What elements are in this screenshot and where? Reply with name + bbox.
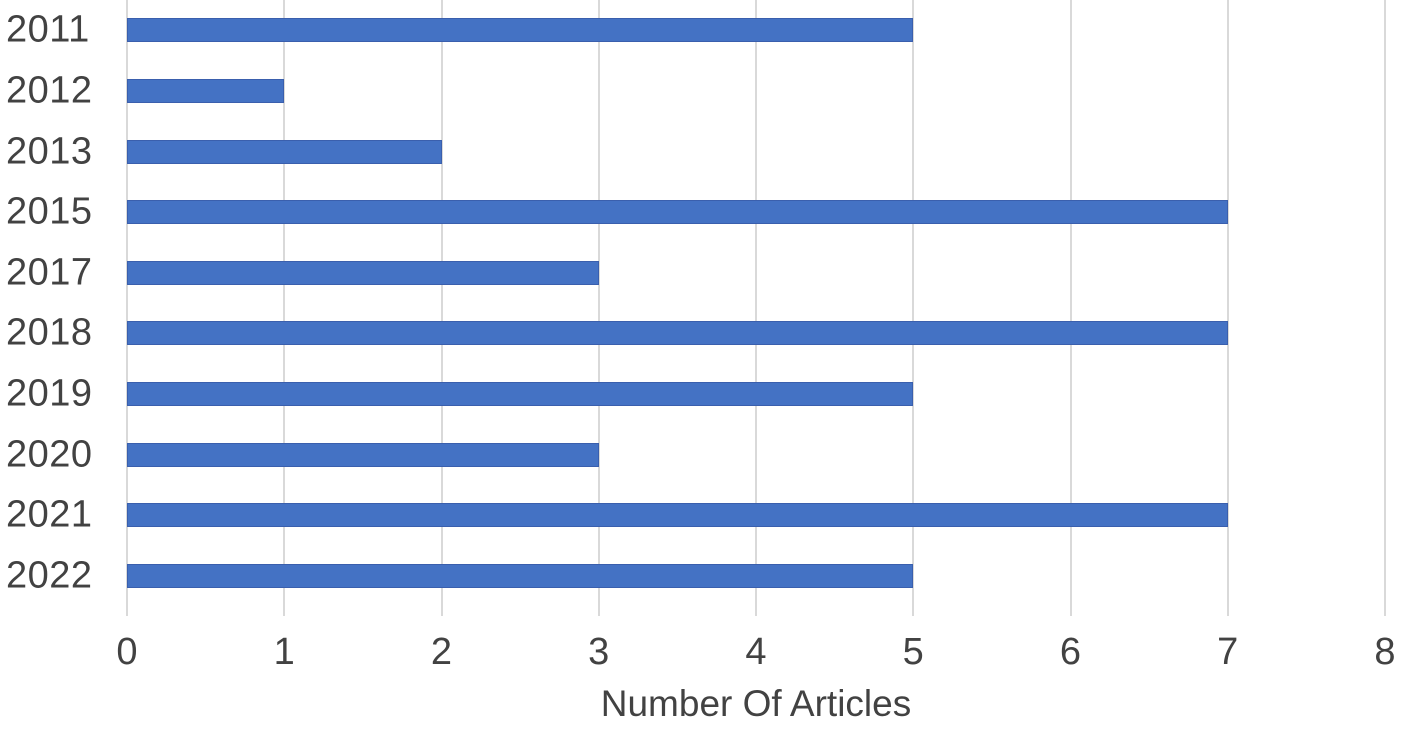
bar-2019 bbox=[127, 381, 914, 406]
y-axis: 2011 2012 2013 2015 2017 2018 2019 2020 2021 2022 bbox=[0, 0, 120, 606]
bar-2020 bbox=[127, 442, 599, 467]
x-axis: 0 1 2 3 4 5 6 7 8 bbox=[116, 630, 1395, 674]
y-axis-label-2021: 2021 bbox=[6, 493, 93, 536]
y-axis-label-2018: 2018 bbox=[6, 311, 93, 354]
gridline bbox=[283, 0, 286, 616]
x-axis-tick-label-1: 1 bbox=[273, 631, 295, 673]
y-axis-label-2012: 2012 bbox=[6, 69, 93, 112]
y-axis-label-2015: 2015 bbox=[6, 190, 93, 233]
x-axis-tick-label-3: 3 bbox=[588, 631, 610, 673]
x-axis-tick-label-7: 7 bbox=[1217, 631, 1239, 673]
bar-2017 bbox=[127, 260, 599, 285]
x-axis-tick-label-4: 4 bbox=[745, 631, 767, 673]
bar-2011 bbox=[127, 18, 914, 43]
x-axis-tick-label-6: 6 bbox=[1059, 631, 1082, 673]
x-axis-tick-label-0: 0 bbox=[116, 631, 138, 673]
gridline bbox=[1384, 0, 1386, 616]
gridline bbox=[912, 0, 915, 616]
gridline bbox=[755, 0, 757, 616]
x-axis-tick-label-5: 5 bbox=[902, 631, 924, 673]
y-axis-label-2020: 2020 bbox=[6, 433, 93, 475]
y-axis-label-2017: 2017 bbox=[6, 251, 93, 294]
y-axis-label-2013: 2013 bbox=[6, 130, 93, 172]
y-axis-label-2022: 2022 bbox=[6, 554, 93, 597]
gridline bbox=[597, 0, 600, 616]
gridline bbox=[440, 0, 443, 616]
x-axis-tick-label-8: 8 bbox=[1374, 631, 1396, 673]
x-axis-title: Number Of Articles bbox=[600, 683, 912, 724]
bar-2021 bbox=[127, 503, 1228, 528]
plot-area bbox=[126, 0, 1386, 616]
y-axis-label-2011: 2011 bbox=[6, 8, 90, 51]
gridline bbox=[1226, 0, 1229, 616]
bar-2022 bbox=[127, 563, 914, 588]
gridline bbox=[1069, 0, 1072, 616]
gridline bbox=[126, 0, 128, 616]
bar-2013 bbox=[127, 139, 442, 164]
bar-2012 bbox=[127, 78, 285, 103]
bar-2015 bbox=[127, 200, 1228, 225]
x-axis-tick-label-2: 2 bbox=[430, 631, 453, 673]
y-axis-label-2019: 2019 bbox=[6, 372, 93, 415]
bar-2018 bbox=[127, 321, 1228, 346]
